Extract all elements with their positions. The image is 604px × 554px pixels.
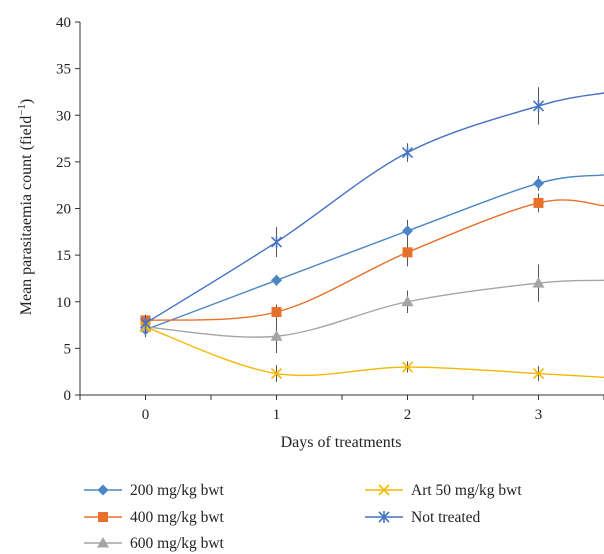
legend-label: Not treated xyxy=(411,509,481,526)
series-line xyxy=(145,92,604,324)
data-point xyxy=(532,277,545,288)
data-point-stroke xyxy=(270,367,283,380)
x-tick-label: 1 xyxy=(273,407,281,423)
legend-item-4: Not treated xyxy=(365,509,481,526)
legend-label: 600 mg/kg bwt xyxy=(130,535,225,552)
series-2 xyxy=(139,264,604,354)
legend-marker xyxy=(378,484,390,496)
axis-labels: Days of treatments Mean parasitaemia cou… xyxy=(16,99,401,451)
legend-item-1: 400 mg/kg bwt xyxy=(84,509,225,526)
data-point xyxy=(270,236,283,249)
y-tick-label: 35 xyxy=(56,62,71,78)
data-point xyxy=(401,361,414,373)
legend: 200 mg/kg bwt 400 mg/kg bwt 600 mg/kg bwt A… xyxy=(84,482,522,552)
series-line xyxy=(145,199,604,322)
data-point xyxy=(270,367,283,380)
x-tick-label: 0 xyxy=(142,407,150,423)
y-tick-label: 10 xyxy=(56,295,71,311)
y-tick-label: 5 xyxy=(64,341,72,357)
y-tick-label: 15 xyxy=(56,248,71,264)
data-point xyxy=(532,367,545,380)
data-point xyxy=(532,99,545,112)
legend-label: Art 50 mg/kg bwt xyxy=(411,482,522,499)
series-3 xyxy=(139,321,604,382)
y-tick-label: 40 xyxy=(56,15,71,31)
legend-marker xyxy=(98,512,108,522)
legend-marker-stroke xyxy=(378,484,390,496)
data-point xyxy=(271,274,282,286)
y-tick-label: 25 xyxy=(56,155,71,171)
legend-marker xyxy=(97,537,109,548)
x-tick-label: 2 xyxy=(404,407,412,423)
x-tick-label: 3 xyxy=(535,407,543,423)
data-point xyxy=(533,197,544,208)
y-axis-title-sup: −1 xyxy=(16,104,28,116)
data-point xyxy=(401,295,414,307)
data-point xyxy=(139,317,152,330)
x-axis-title: Days of treatments xyxy=(281,434,402,451)
y-axis-title-main: Mean parasitaemia count (field xyxy=(18,116,35,315)
data-point xyxy=(533,177,544,189)
data-point xyxy=(271,307,282,318)
data-point xyxy=(402,225,413,237)
data-point-stroke xyxy=(401,361,414,373)
axes: 0 5 10 15 20 25 30 35 40 0 1 2 3 xyxy=(56,15,604,423)
series-lines xyxy=(139,87,604,382)
legend-item-2: 600 mg/kg bwt xyxy=(84,535,225,552)
y-tick-label: 30 xyxy=(56,108,71,124)
series-line xyxy=(145,279,604,338)
series-line xyxy=(145,326,604,378)
y-tick-label: 0 xyxy=(64,388,72,404)
legend-marker xyxy=(97,484,109,496)
data-point xyxy=(402,247,413,258)
y-tick-label: 20 xyxy=(56,202,71,218)
y-axis-title: Mean parasitaemia count (field−1) xyxy=(16,99,35,316)
legend-label: 400 mg/kg bwt xyxy=(130,509,225,526)
y-axis-title-close: ) xyxy=(18,99,35,104)
series-4 xyxy=(139,87,604,332)
data-point xyxy=(401,146,414,159)
legend-marker xyxy=(378,511,390,523)
legend-item-0: 200 mg/kg bwt xyxy=(84,482,225,499)
data-point xyxy=(270,330,283,341)
legend-label: 200 mg/kg bwt xyxy=(130,482,225,499)
series-line xyxy=(145,174,604,331)
data-point-stroke xyxy=(532,367,545,380)
legend-item-3: Art 50 mg/kg bwt xyxy=(365,482,522,499)
